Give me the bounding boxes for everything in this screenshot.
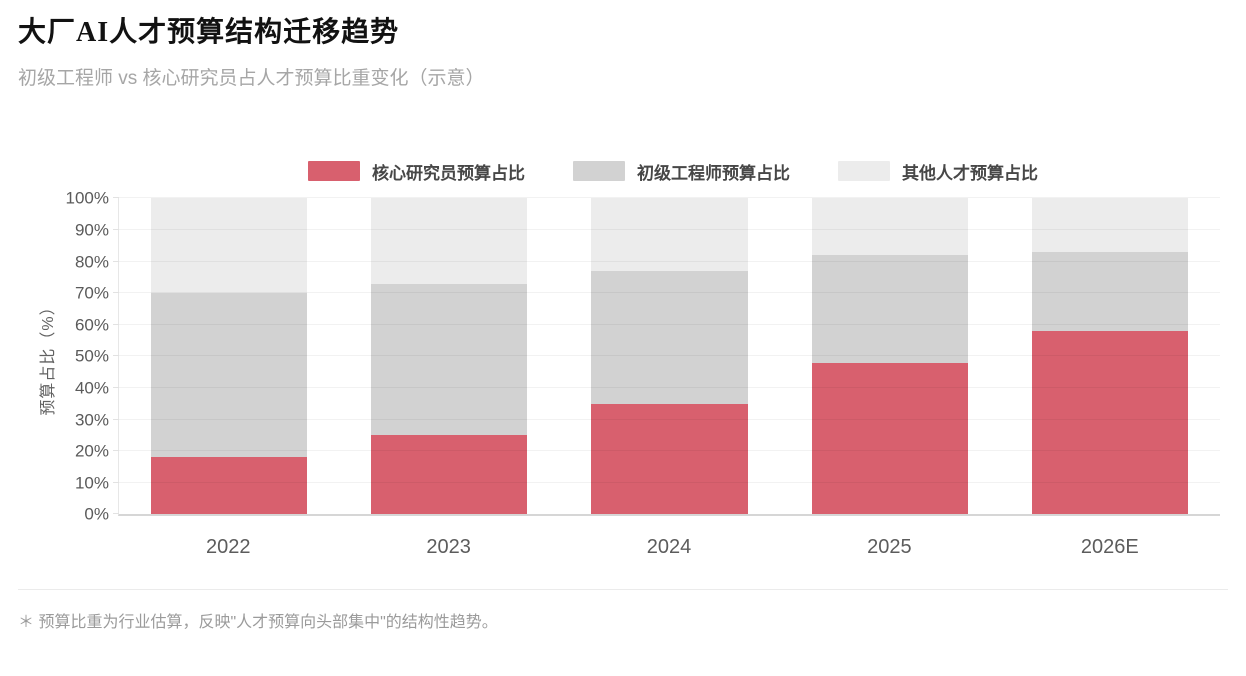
- bar-segment-2026E-series-1[interactable]: [1031, 252, 1189, 332]
- bar-segment-2023-series-0[interactable]: [371, 435, 528, 515]
- chart-legend: 核心研究员预算占比 初级工程师预算占比 其他人才预算占比: [118, 159, 1228, 184]
- plot-area: 0% 10% 20% 30% 40% 50% 60% 70% 80% 90% 100%: [66, 190, 1220, 523]
- legend-label: 初级工程师预算占比: [637, 163, 790, 183]
- bar-segment-2026E-series-0[interactable]: [1031, 331, 1189, 515]
- stacked-bar-chart: 核心研究员预算占比 初级工程师预算占比 其他人才预算占比 预算占比（%） 0% 10%…: [18, 160, 1228, 559]
- legend-swatch-icon: [308, 161, 360, 182]
- y-tick-label-100: 100%: [65, 188, 109, 208]
- bar-segment-2024-series-1[interactable]: [591, 271, 748, 404]
- bar-segment-2023-series-1[interactable]: [371, 283, 528, 436]
- bar-segment-2022-series-0[interactable]: [150, 457, 308, 515]
- x-axis-labels: 2022 2023 2024 2025 2026E: [118, 536, 1220, 559]
- y-tick-label-40: 40%: [74, 378, 109, 398]
- stacked-bar-2025: [811, 198, 968, 515]
- page-title: 大厂AI人才预算结构迁移趋势: [18, 17, 400, 48]
- bar-segment-2026E-series-2[interactable]: [1031, 198, 1189, 253]
- bar-segment-2022-series-2[interactable]: [150, 198, 308, 294]
- bar-segment-2022-series-1[interactable]: [150, 293, 308, 458]
- bar-slot-2026E: [1000, 198, 1220, 515]
- y-tick-label-30: 30%: [74, 410, 109, 430]
- bar-slot-2024: [559, 198, 779, 515]
- x-axis-label-2023: 2023: [426, 536, 471, 559]
- bar-segment-2025-series-0[interactable]: [811, 362, 968, 515]
- y-tick-label-70: 70%: [74, 283, 109, 303]
- footnote-divider: [18, 589, 1228, 591]
- x-axis-label-2025: 2025: [867, 536, 912, 559]
- bar-segment-2024-series-0[interactable]: [591, 403, 748, 515]
- legend-swatch-icon: [573, 161, 625, 182]
- y-tick-label-20: 20%: [74, 441, 109, 461]
- stacked-bar-2024: [591, 198, 748, 515]
- bar-segment-2025-series-1[interactable]: [811, 255, 968, 363]
- bar-segment-2023-series-2[interactable]: [371, 198, 528, 284]
- page-subtitle: 初级工程师 vs 核心研究员占人才预算比重变化（示意）: [18, 67, 485, 89]
- y-tick-label-10: 10%: [74, 473, 109, 493]
- y-tick-label-80: 80%: [74, 252, 109, 272]
- legend-item-1[interactable]: 初级工程师预算占比: [573, 159, 790, 184]
- stacked-bar-2023: [371, 198, 528, 515]
- bar-segment-2025-series-2[interactable]: [811, 198, 968, 256]
- y-axis-title: 预算占比（%）: [40, 298, 57, 416]
- legend-swatch-icon: [838, 161, 890, 182]
- y-tick-label-50: 50%: [74, 346, 109, 366]
- legend-item-2[interactable]: 其他人才预算占比: [838, 159, 1038, 184]
- stacked-bar-2022: [150, 198, 308, 515]
- y-tick-label-90: 90%: [74, 220, 109, 240]
- chart-plot-row: 预算占比（%） 0% 10% 20% 30% 40% 50% 60% 70% 80% 90% 100…: [40, 190, 1220, 523]
- legend-label: 核心研究员预算占比: [372, 163, 525, 183]
- bar-slot-2023: [339, 198, 559, 515]
- bar-segment-2024-series-2[interactable]: [591, 198, 748, 272]
- legend-item-0[interactable]: 核心研究员预算占比: [308, 159, 525, 184]
- y-tick-label-60: 60%: [74, 315, 109, 335]
- bar-slot-2022: [119, 198, 339, 515]
- y-tick-label-0: 0%: [84, 504, 109, 524]
- x-axis-label-2022: 2022: [205, 536, 251, 559]
- bar-slot-2025: [780, 198, 1000, 515]
- footnote-text: ＊ 预算比重为行业估算，反映"人才预算向头部集中"的结构性趋势。: [18, 614, 498, 632]
- stacked-bar-2026E: [1031, 198, 1189, 515]
- x-axis-label-2024: 2024: [646, 536, 692, 559]
- x-axis-label-2026E: 2026E: [1080, 536, 1139, 559]
- legend-label: 其他人才预算占比: [902, 163, 1038, 183]
